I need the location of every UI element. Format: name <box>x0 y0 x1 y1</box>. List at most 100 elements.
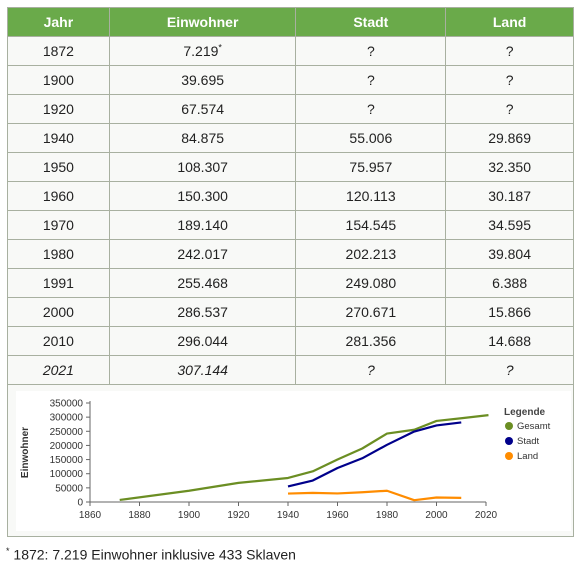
cell-stadt: 270.671 <box>295 297 447 327</box>
cell-einwohner-value: 242.017 <box>177 246 228 262</box>
table-row: 1980 242.017 202.213 39.804 <box>7 239 574 269</box>
cell-jahr: 1872 <box>7 36 110 66</box>
x-tick-label: 1880 <box>128 510 151 521</box>
footnote: * 1872: 7.219 Einwohner inklusive 433 Sk… <box>6 546 296 563</box>
x-tick-label: 1960 <box>326 510 349 521</box>
cell-einwohner-value: 255.468 <box>177 275 228 291</box>
cell-einwohner: 286.537 <box>108 297 297 327</box>
cell-jahr-value: 2000 <box>42 304 74 320</box>
cell-einwohner: 189.140 <box>108 210 297 240</box>
cell-stadt: 202.213 <box>295 239 447 269</box>
cell-land: ? <box>445 94 574 124</box>
legend-label-land: Land <box>517 451 538 462</box>
table-row: 1970 189.140 154.545 34.595 <box>7 210 574 240</box>
cell-stadt-value: 154.545 <box>345 217 397 233</box>
legend-label-stadt: Stadt <box>517 436 540 447</box>
cell-einwohner: 67.574 <box>108 94 297 124</box>
cell-stadt: 120.113 <box>295 181 447 211</box>
header-jahr: Jahr <box>7 7 110 37</box>
x-tick-label: 1900 <box>178 510 201 521</box>
cell-einwohner: 296.044 <box>108 326 297 356</box>
footnote-marker: * <box>218 42 222 53</box>
y-tick-label: 200000 <box>50 441 84 452</box>
cell-stadt-value: 270.671 <box>345 304 397 320</box>
cell-einwohner-value: 286.537 <box>177 304 228 320</box>
x-tick-label: 2000 <box>425 510 448 521</box>
cell-einwohner-value: 39.695 <box>181 72 225 88</box>
cell-stadt: 154.545 <box>295 210 447 240</box>
cell-jahr: 1960 <box>7 181 110 211</box>
cell-jahr: 1980 <box>7 239 110 269</box>
cell-stadt-value: 281.356 <box>345 333 397 349</box>
header-stadt: Stadt <box>295 7 447 37</box>
header-land: Land <box>445 7 574 37</box>
table-row: 2000 286.537 270.671 15.866 <box>7 297 574 327</box>
cell-einwohner: 7.219* <box>108 36 297 66</box>
cell-jahr-value: 1872 <box>42 43 74 59</box>
cell-stadt: ? <box>295 36 447 66</box>
cell-einwohner: 150.300 <box>108 181 297 211</box>
x-tick-label: 1860 <box>79 510 102 521</box>
chart-cell: 0 50000 100000 150000 200000 250000 300000 3500… <box>7 384 574 537</box>
cell-einwohner-value: 108.307 <box>177 159 228 175</box>
table-row: 1950 108.307 75.957 32.350 <box>7 152 574 182</box>
legend-label-gesamt: Gesamt <box>517 421 551 432</box>
cell-land: 39.804 <box>445 239 574 269</box>
y-axis-label: Einwohner <box>20 427 31 478</box>
y-tick-label: 0 <box>77 498 83 509</box>
cell-stadt: 75.957 <box>295 152 447 182</box>
cell-land-value: 30.187 <box>488 188 532 204</box>
cell-land: 32.350 <box>445 152 574 182</box>
cell-stadt: 281.356 <box>295 326 447 356</box>
cell-jahr: 1970 <box>7 210 110 240</box>
cell-stadt: 249.080 <box>295 268 447 298</box>
cell-einwohner-value: 296.044 <box>177 333 228 349</box>
cell-stadt-value: 202.213 <box>345 246 397 262</box>
cell-land: 30.187 <box>445 181 574 211</box>
cell-jahr-value: 1940 <box>42 130 74 146</box>
cell-jahr-value: 1920 <box>42 101 74 117</box>
series-line-gesamt <box>119 414 489 502</box>
legend-marker-land <box>505 452 513 460</box>
x-tick-label: 1940 <box>277 510 300 521</box>
y-tick-label: 300000 <box>50 413 84 424</box>
cell-einwohner-value: 150.300 <box>177 188 228 204</box>
x-tick-label: 1980 <box>376 510 399 521</box>
cell-land-value: 6.388 <box>492 275 528 291</box>
x-tick-label: 1920 <box>227 510 250 521</box>
cell-jahr: 2000 <box>7 297 110 327</box>
cell-einwohner-value: 307.144 <box>177 362 228 378</box>
cell-stadt-value: 55.006 <box>349 130 393 146</box>
cell-jahr-value: 1900 <box>42 72 74 88</box>
cell-stadt: 55.006 <box>295 123 447 153</box>
table-row: 1991 255.468 249.080 6.388 <box>7 268 574 298</box>
cell-land: 6.388 <box>445 268 574 298</box>
cell-jahr: 1940 <box>7 123 110 153</box>
cell-stadt: ? <box>295 65 447 95</box>
cell-jahr-value: 1950 <box>42 159 74 175</box>
cell-land-value: ? <box>505 72 514 88</box>
table-row: 1872 7.219*?? <box>7 36 574 66</box>
table-row: 1960 150.300 120.113 30.187 <box>7 181 574 211</box>
cell-einwohner: 307.144 <box>108 355 297 385</box>
cell-jahr: 2021 <box>7 355 110 385</box>
chart-row: 0 50000 100000 150000 200000 250000 300000 3500… <box>7 384 574 537</box>
cell-stadt-value: ? <box>366 101 375 117</box>
cell-land-value: 15.866 <box>488 304 532 320</box>
cell-jahr: 1920 <box>7 94 110 124</box>
table-row: 1920 67.574?? <box>7 94 574 124</box>
cell-land-value: ? <box>505 43 514 59</box>
cell-einwohner: 242.017 <box>108 239 297 269</box>
series-line-land <box>287 489 462 502</box>
cell-einwohner: 108.307 <box>108 152 297 182</box>
cell-einwohner-value: 7.219 <box>183 43 219 59</box>
table-body: 1872 7.219*?? 1900 39.695?? 1920 67.574?? 1940… <box>7 36 574 537</box>
population-chart: 0 50000 100000 150000 200000 250000 300000 3500… <box>16 391 571 531</box>
cell-land: 14.688 <box>445 326 574 356</box>
cell-land: 34.595 <box>445 210 574 240</box>
table-row: 2021 307.144?? <box>7 355 574 385</box>
legend-marker-stadt <box>505 437 513 445</box>
y-tick-label: 50000 <box>55 483 83 494</box>
cell-land: ? <box>445 65 574 95</box>
x-tick-label: 2020 <box>475 510 498 521</box>
